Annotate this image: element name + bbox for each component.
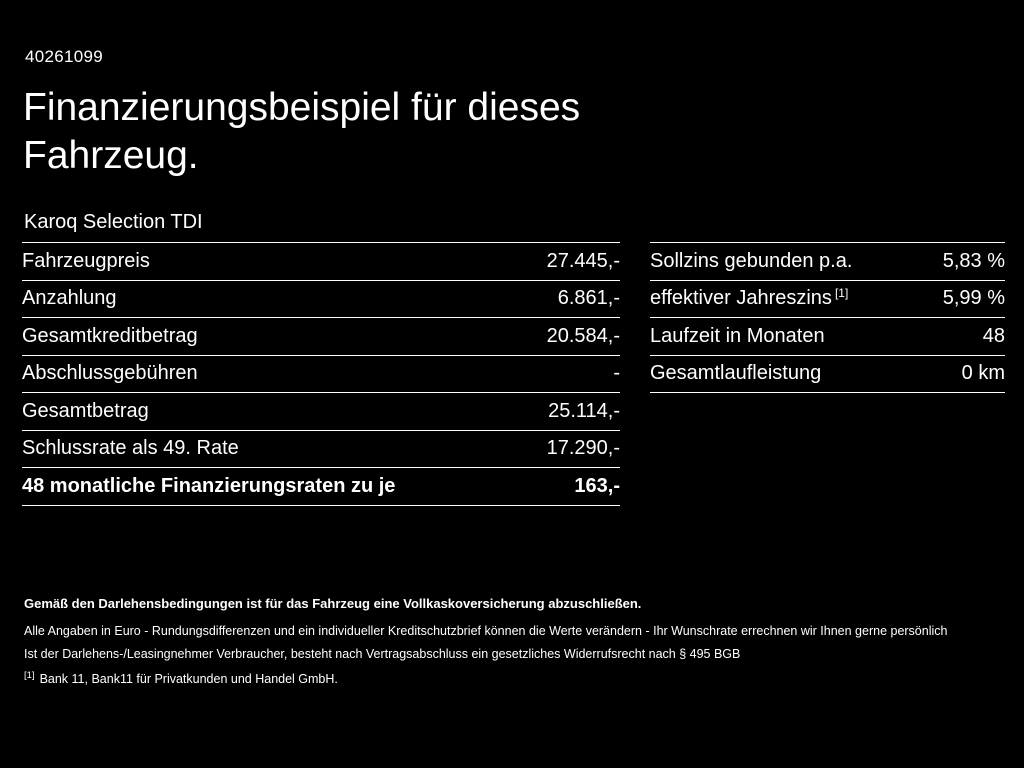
row-label: Gesamtlaufleistung <box>650 362 822 385</box>
row-value: 0 km <box>961 362 1005 385</box>
footnote-ref: [1] <box>834 285 849 300</box>
footnote-text: Bank 11, Bank11 für Privatkunden und Han… <box>39 672 338 687</box>
row-value: 25.114,- <box>548 399 620 422</box>
row-value: - <box>613 362 620 385</box>
row-value: 5,83 % <box>942 249 1005 272</box>
table-row: Gesamtkreditbetrag 20.584,- <box>22 317 620 355</box>
table-row: Anzahlung 6.861,- <box>22 279 620 318</box>
table-row: effektiver Jahreszins [1] 5,99 % <box>650 279 1005 318</box>
row-label: Anzahlung <box>22 287 117 310</box>
row-label: Schlussrate als 49. Rate <box>22 437 239 460</box>
table-row: Abschlussgebühren - <box>22 354 620 393</box>
insurance-note: Gemäß den Darlehensbedingungen ist für d… <box>24 596 642 611</box>
row-value: 6.861,- <box>557 287 620 310</box>
footer: Gemäß den Darlehensbedingungen ist für d… <box>24 596 1002 688</box>
row-value: 27.445,- <box>546 249 620 272</box>
row-label: Gesamtbetrag <box>22 399 149 422</box>
table-row-monthly-rate: 48 monatliche Finanzierungsraten zu je 1… <box>22 467 620 506</box>
row-label: Gesamtkreditbetrag <box>22 324 198 347</box>
disclaimer-line-1: Alle Angaben in Euro - Rundungsdifferenz… <box>24 623 948 638</box>
document-id: 40261099 <box>25 47 104 66</box>
finance-table-left: Fahrzeugpreis 27.445,- Anzahlung 6.861,-… <box>22 242 620 506</box>
row-label: 48 monatliche Finanzierungsraten zu je <box>22 474 396 497</box>
finance-tables: Fahrzeugpreis 27.445,- Anzahlung 6.861,-… <box>22 242 1005 506</box>
table-row: Fahrzeugpreis 27.445,- <box>22 242 620 280</box>
finance-table-right: Sollzins gebunden p.a. 5,83 % effektiver… <box>650 242 1005 393</box>
row-label: Sollzins gebunden p.a. <box>650 249 853 272</box>
row-value: 5,99 % <box>942 287 1005 310</box>
table-row: Gesamtbetrag 25.114,- <box>22 392 620 430</box>
table-row: Schlussrate als 49. Rate 17.290,- <box>22 429 620 468</box>
row-label-text: effektiver Jahreszins <box>650 287 832 310</box>
row-label: effektiver Jahreszins [1] <box>650 287 848 310</box>
table-row: Sollzins gebunden p.a. 5,83 % <box>650 242 1005 280</box>
row-label: Abschlussgebühren <box>22 362 198 385</box>
disclaimer-line-2: Ist der Darlehens-/Leasingnehmer Verbrau… <box>24 647 741 662</box>
row-value: 20.584,- <box>546 324 620 347</box>
row-value: 17.290,- <box>546 437 620 460</box>
row-label: Laufzeit in Monaten <box>650 324 825 347</box>
footnote: [1] Bank 11, Bank11 für Privatkunden und … <box>24 671 1002 687</box>
row-value: 48 <box>982 324 1005 347</box>
row-value: 163,- <box>574 474 620 497</box>
table-row: Gesamtlaufleistung 0 km <box>650 354 1005 393</box>
page-title: Finanzierungsbeispiel für dieses Fahrzeu… <box>23 86 581 177</box>
table-row: Laufzeit in Monaten 48 <box>650 317 1005 355</box>
model-name: Karoq Selection TDI <box>24 211 203 233</box>
footnote-marker: [1] <box>24 670 35 682</box>
row-label: Fahrzeugpreis <box>22 249 150 272</box>
